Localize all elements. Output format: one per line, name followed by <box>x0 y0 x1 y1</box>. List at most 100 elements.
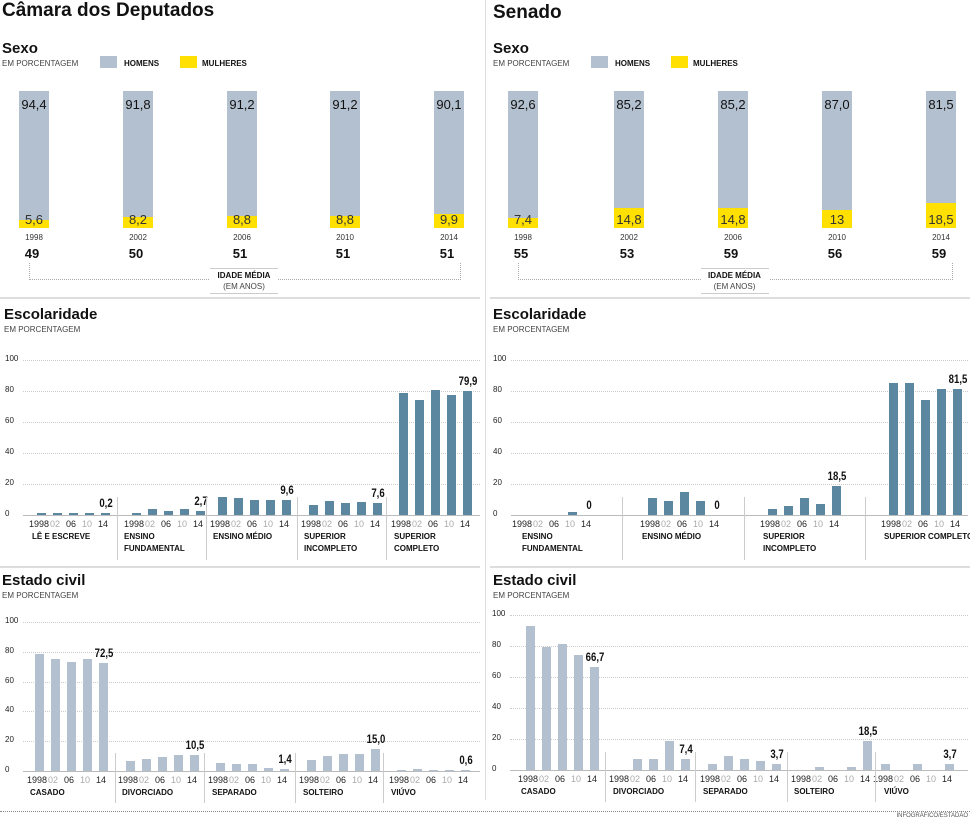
y-tick-label: 40 <box>493 447 502 456</box>
bar-value-label: 0 <box>586 498 592 512</box>
x-tick-label: 02 <box>139 775 150 785</box>
x-tick-label: 10 <box>444 519 455 529</box>
bar <box>250 500 259 515</box>
section-subtitle: EM PORCENTAGEM <box>2 591 79 600</box>
bar-mulheres <box>614 207 644 228</box>
bar <box>708 764 717 770</box>
bar-homens <box>614 91 644 208</box>
year-label: 1998 <box>25 233 43 242</box>
value-label-homens: 91,8 <box>125 97 151 112</box>
bar <box>633 758 642 770</box>
idade-media-label: IDADE MÉDIA <box>708 271 761 280</box>
y-tick-label: 80 <box>492 640 501 649</box>
idade-media-unit: (EM ANOS) <box>713 282 756 291</box>
value-label-mulheres: 14,8 <box>720 212 746 227</box>
bar <box>800 497 809 515</box>
x-tick-label: 14 <box>581 519 592 529</box>
x-tick-label: 1998 <box>124 519 145 529</box>
bar <box>397 769 406 771</box>
section-separator <box>490 297 970 299</box>
group-divider <box>117 497 118 560</box>
y-tick-label: 80 <box>5 385 14 394</box>
bar <box>681 758 690 770</box>
bar <box>461 770 470 771</box>
group-divider <box>295 753 296 803</box>
x-tick-label: 1998 <box>389 775 410 785</box>
idade-media-value: 50 <box>128 246 144 261</box>
x-tick-label: 06 <box>161 519 172 529</box>
category-label: SOLTEIRO <box>794 787 835 796</box>
bar-value-label: 0,6 <box>459 753 473 768</box>
x-tick-label: 14 <box>277 775 288 785</box>
category-label: SUPERIOR COMPLETO <box>394 532 440 553</box>
section-separator <box>0 566 480 568</box>
x-tick-label: 02 <box>322 519 333 529</box>
x-tick-label: 14 <box>678 774 689 784</box>
x-tick-label: 14 <box>368 775 379 785</box>
value-label-homens: 92,6 <box>510 97 536 112</box>
x-tick-label: 1998 <box>512 519 533 529</box>
value-label-homens: 87,0 <box>824 97 850 112</box>
x-tick-label: 06 <box>247 519 258 529</box>
x-tick-label: 02 <box>410 775 421 785</box>
x-tick-label: 1998 <box>518 774 539 784</box>
bar <box>148 509 157 515</box>
bar <box>339 753 348 771</box>
bar <box>429 769 438 771</box>
legend-swatch-mulheres <box>671 56 688 68</box>
x-tick-label: 10 <box>662 774 673 784</box>
bar <box>67 662 76 771</box>
bar-mulheres <box>123 216 153 228</box>
gridline <box>23 622 480 623</box>
x-axis-baseline <box>510 770 968 771</box>
bar-homens <box>822 91 852 211</box>
x-tick-label: 1998 <box>301 519 322 529</box>
bar <box>307 759 316 771</box>
bar <box>51 659 60 771</box>
value-label-mulheres: 8,8 <box>232 212 252 227</box>
value-label-mulheres: 9,9 <box>439 212 459 227</box>
x-tick-label: 14 <box>98 519 109 529</box>
year-label: 2006 <box>233 233 251 242</box>
x-tick-label: 14 <box>709 519 720 529</box>
idade-media-value: 51 <box>335 246 351 261</box>
bar <box>590 666 599 770</box>
group-divider <box>383 753 384 803</box>
group-divider <box>622 497 623 560</box>
x-tick-label: 1998 <box>873 774 894 784</box>
bar-value-label: 66,7 <box>585 649 605 664</box>
value-label-mulheres: 8,8 <box>335 212 355 227</box>
group-divider <box>865 497 866 560</box>
bar <box>740 758 749 770</box>
category-label: ENSINO MÉDIO <box>642 532 702 541</box>
value-label-homens: 90,1 <box>436 97 462 112</box>
legend-label-homens: HOMENS <box>615 59 651 68</box>
section-separator <box>0 297 480 299</box>
x-tick-label: 14 <box>279 519 290 529</box>
y-tick-label: 40 <box>5 705 14 715</box>
x-tick-label: 10 <box>926 774 937 784</box>
category-label: ENSINO MÉDIO <box>213 532 273 541</box>
gridline <box>510 739 968 740</box>
legend-swatch-mulheres <box>180 56 197 68</box>
bar-value-label: 72,5 <box>94 645 114 660</box>
bar <box>921 400 930 515</box>
bar <box>35 654 44 771</box>
bar-value-label: 18,5 <box>827 469 847 484</box>
bar <box>574 655 583 770</box>
x-tick-label: 06 <box>646 774 657 784</box>
x-tick-label: 14 <box>458 775 469 785</box>
bar <box>649 758 658 770</box>
bar-value-label: 7,4 <box>679 741 693 756</box>
category-label: LÊ E ESCREVE <box>32 532 91 541</box>
legend-label-mulheres: MULHERES <box>202 59 247 68</box>
bar <box>99 662 108 771</box>
x-tick-label: 10 <box>80 775 91 785</box>
bar <box>218 497 227 515</box>
x-tick-label: 10 <box>352 775 363 785</box>
x-tick-label: 06 <box>64 775 75 785</box>
x-tick-label: 1998 <box>700 774 721 784</box>
x-tick-label: 02 <box>145 519 156 529</box>
bar <box>558 643 567 770</box>
x-tick-label: 14 <box>193 519 204 529</box>
